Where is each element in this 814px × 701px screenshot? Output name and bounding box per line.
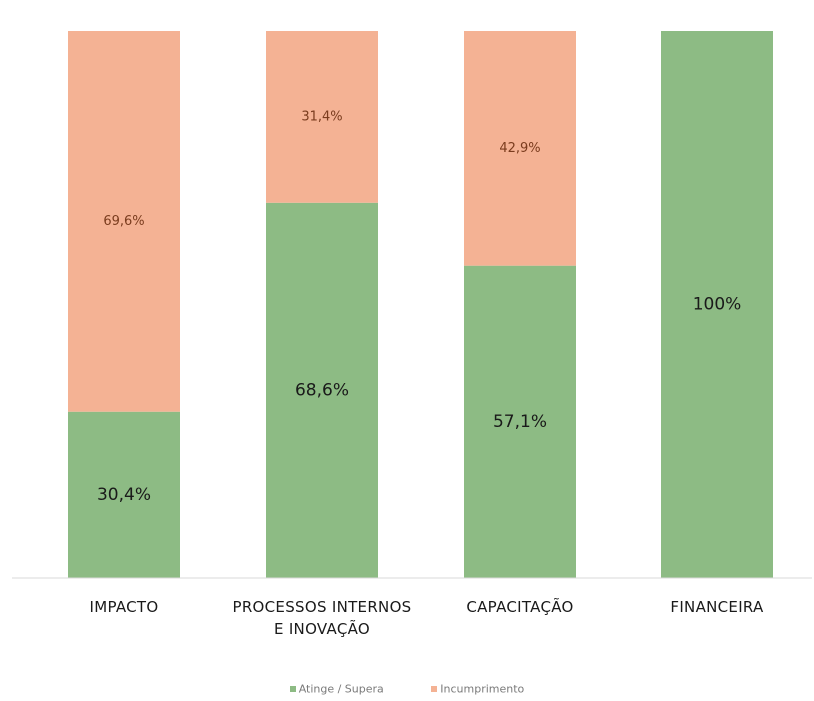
bar-segment-processos-internos-incumprimento[interactable]	[266, 31, 378, 203]
bar-segment-capacitacao-incumprimento[interactable]	[464, 31, 576, 266]
legend-swatch-atinge	[289, 686, 296, 693]
category-label-impacto: IMPACTO	[24, 596, 224, 618]
data-label-capacitacao-incumprimento: 42,9%	[499, 141, 540, 156]
category-label-capacitacao: CAPACITAÇÃO	[420, 596, 620, 618]
legend-label-atinge: Atinge / Supera	[298, 682, 384, 696]
bar-segment-financeira-atinge[interactable]	[661, 31, 773, 578]
legend-item-atinge[interactable]: Atinge / Supera	[289, 682, 384, 696]
data-label-processos-internos-incumprimento: 31,4%	[301, 109, 342, 124]
category-label-processos-internos: PROCESSOS INTERNOS E INOVAÇÃO	[222, 596, 422, 640]
category-label-line: IMPACTO	[89, 598, 159, 616]
category-label-financeira: FINANCEIRA	[617, 596, 814, 618]
legend-label-incumprimento: Incumprimento	[440, 682, 525, 696]
legend-item-incumprimento[interactable]: Incumprimento	[431, 682, 524, 696]
data-label-impacto-atinge: 30,4%	[97, 485, 151, 505]
legend-swatch-incumprimento	[431, 686, 438, 693]
bar-segment-impacto-atinge[interactable]	[68, 411, 180, 578]
data-label-financeira-atinge: 100%	[693, 295, 742, 315]
data-label-impacto-incumprimento: 69,6%	[103, 214, 144, 229]
data-label-processos-internos-atinge: 68,6%	[295, 380, 349, 400]
data-label-capacitacao-atinge: 57,1%	[493, 412, 547, 432]
category-label-line: E INOVAÇÃO	[273, 620, 370, 638]
category-label-line: PROCESSOS INTERNOS	[232, 598, 412, 616]
bar-segment-impacto-incumprimento[interactable]	[68, 31, 180, 412]
category-label-line: FINANCEIRA	[670, 598, 764, 616]
legend: Atinge / Supera Incumprimento	[0, 682, 814, 696]
bar-segment-capacitacao-atinge[interactable]	[464, 265, 576, 578]
category-label-line: CAPACITAÇÃO	[466, 598, 574, 616]
bar-segment-processos-internos-atinge[interactable]	[266, 202, 378, 578]
